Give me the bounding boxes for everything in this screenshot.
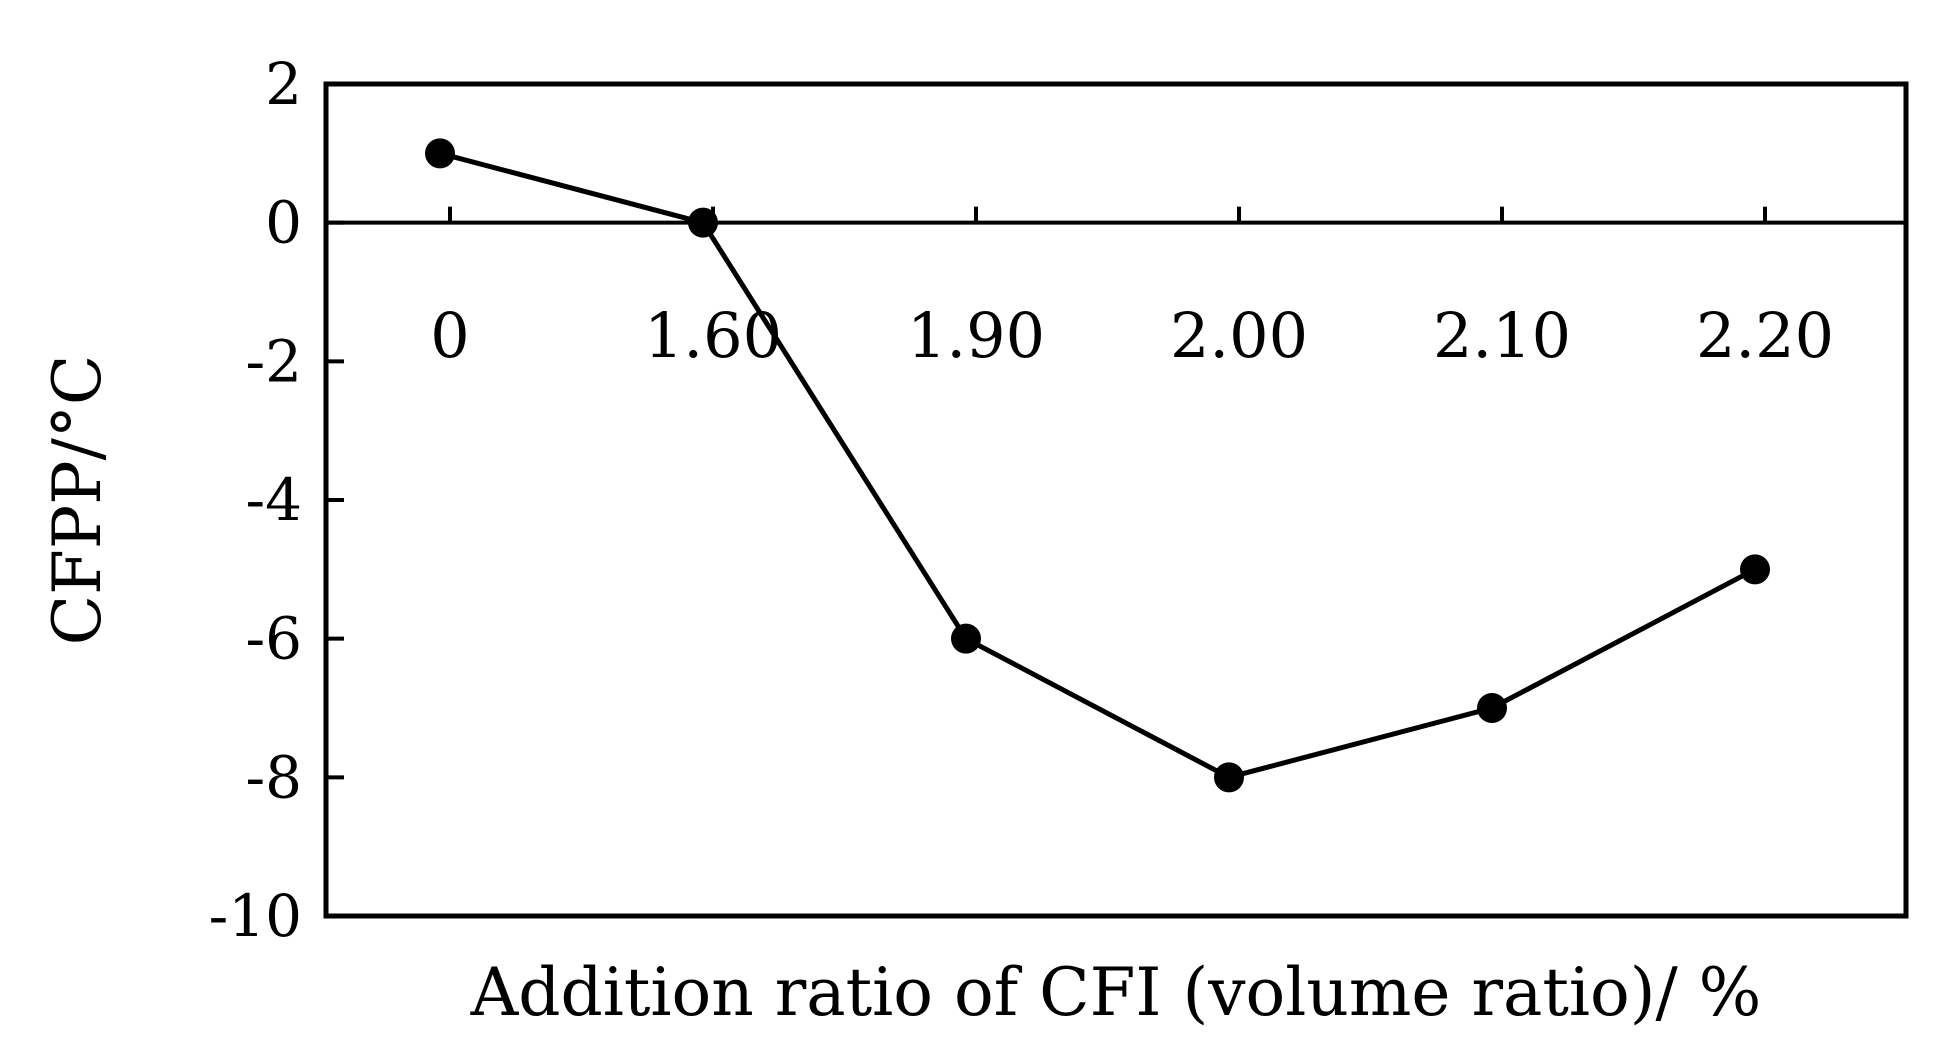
y-tick-label: -6	[246, 605, 303, 673]
y-axis-label: CFPP/°C	[39, 355, 116, 646]
y-tick-label: 0	[265, 189, 302, 257]
data-point	[951, 623, 981, 654]
plot-frame	[323, 81, 1909, 919]
x-tick-labels: 0 1.60 1.90 2.00 2.10 2.20	[430, 299, 1834, 372]
series-markers	[425, 138, 1770, 793]
data-point	[1214, 762, 1244, 793]
y-tick-label: -2	[246, 327, 303, 395]
y-tick-label: 2	[265, 50, 302, 118]
x-tick-label: 2.20	[1696, 299, 1834, 372]
x-tick-label: 1.60	[644, 299, 782, 372]
x-axis-label: Addition ratio of CFI (volume ratio)/ %	[470, 954, 1762, 1031]
y-ticks	[326, 82, 344, 918]
x-tick-label: 2.00	[1170, 299, 1308, 372]
y-tick-label: -4	[246, 466, 303, 534]
y-tick-label: -10	[209, 882, 302, 950]
series-line	[439, 150, 1757, 780]
x-tick-label: 0	[430, 299, 469, 372]
x-tick-label: 1.90	[907, 299, 1045, 372]
x-ticks	[448, 206, 1767, 223]
data-point	[688, 207, 718, 238]
y-tick-labels: 2 0 -2 -4 -6 -8 -10	[209, 50, 302, 950]
data-point	[1740, 554, 1770, 585]
y-tick-label: -8	[246, 743, 303, 811]
data-point	[425, 138, 455, 169]
x-tick-label: 2.10	[1433, 299, 1571, 372]
data-point	[1477, 693, 1507, 723]
